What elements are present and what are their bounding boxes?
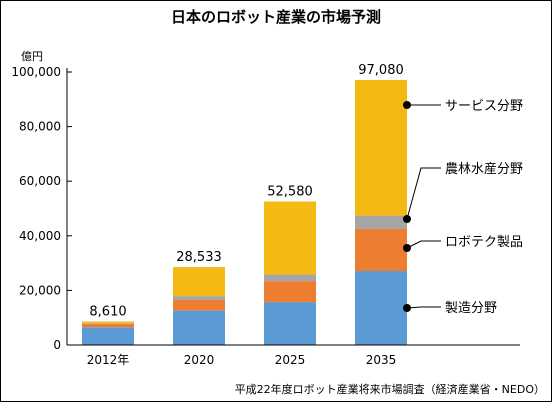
legend-label: サービス分野 — [445, 99, 523, 114]
legend-leader — [406, 167, 441, 220]
bar-segment-1-0 — [173, 310, 225, 345]
bar-segment-0-1 — [82, 323, 134, 328]
bar-segment-0-0 — [82, 327, 134, 345]
y-axis-unit: 億円 — [21, 50, 43, 63]
bar-segment-2-2 — [264, 274, 316, 282]
x-tick-label: 2020 — [184, 353, 215, 367]
bar-segment-2-3 — [264, 201, 316, 275]
bar-segment-0-2 — [82, 323, 134, 324]
bar-segment-3-0 — [355, 271, 407, 345]
y-tick-label: 0 — [53, 338, 61, 352]
chart-title: 日本のロボット産業の市場予測 — [171, 8, 381, 26]
x-tick-label: 2035 — [366, 353, 397, 367]
y-tick-label: 80,000 — [19, 120, 61, 134]
y-tick-label: 40,000 — [19, 229, 61, 243]
bars — [82, 79, 407, 345]
total-label: 97,080 — [358, 63, 404, 78]
bar-segment-0-3 — [82, 321, 134, 324]
x-axis: 2012年 2020 2025 2035 — [67, 344, 520, 367]
bar-segment-3-1 — [355, 228, 407, 272]
y-tick-label: 100,000 — [11, 65, 61, 79]
bar-segment-1-1 — [173, 299, 225, 311]
legend-leader — [406, 306, 441, 309]
y-tick-label: 20,000 — [19, 283, 61, 297]
total-label: 28,533 — [176, 250, 222, 265]
x-tick-label: 2025 — [275, 353, 306, 367]
bar-segment-1-2 — [173, 296, 225, 300]
legend-label: 農林水産分野 — [445, 161, 523, 177]
legend-label: ロボテク製品 — [445, 235, 523, 250]
total-labels: 8,610 28,533 52,580 97,080 — [89, 63, 403, 320]
legend-leader — [406, 240, 441, 249]
y-tick-label: 60,000 — [19, 174, 61, 188]
total-label: 8,610 — [89, 304, 126, 319]
bar-segment-3-3 — [355, 79, 407, 216]
total-label: 52,580 — [267, 184, 313, 199]
bar-segment-3-2 — [355, 215, 407, 229]
bar-segment-2-0 — [264, 302, 316, 345]
bar-segment-1-3 — [173, 267, 225, 297]
source-note: 平成22年度ロボット産業将来市場調査（経済産業省・NEDO） — [235, 382, 545, 396]
x-tick-label: 2012年 — [87, 353, 130, 367]
legend-label: 製造分野 — [445, 301, 497, 316]
bar-segment-2-1 — [264, 281, 316, 303]
y-axis: 0 20,000 40,000 60,000 80,000 100,000 — [11, 65, 72, 352]
